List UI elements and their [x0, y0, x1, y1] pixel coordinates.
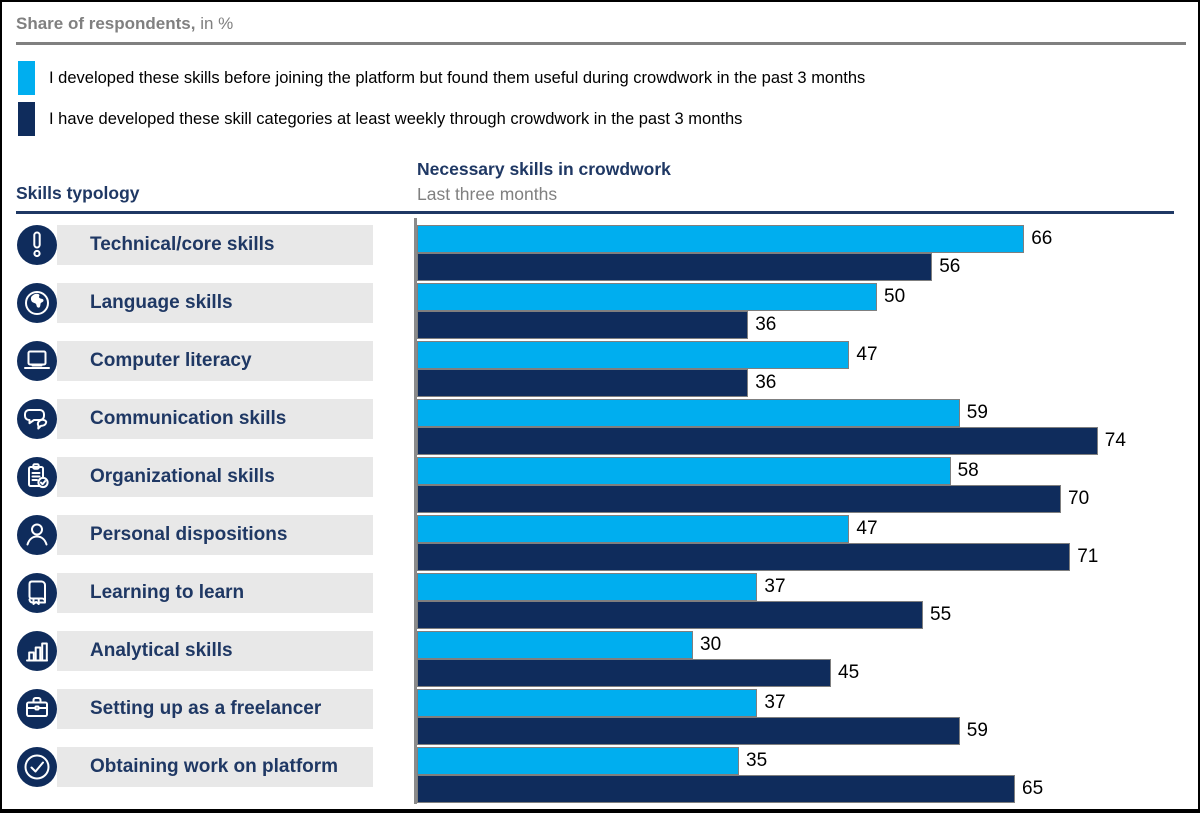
category-label: Obtaining work on platform [90, 756, 339, 777]
bar-value-label: 70 [1068, 488, 1090, 509]
category-label: Technical/core skills [90, 234, 275, 255]
bar-before-platform: 66 [417, 225, 1052, 253]
bar-value-label: 50 [884, 286, 906, 307]
bar-through-crowdwork: 74 [417, 427, 1126, 455]
table-row: Personal dispositions 47 71 [2, 513, 1198, 571]
bar-before-platform: 37 [417, 689, 786, 717]
bar-before-platform: 37 [417, 573, 786, 601]
figure-title-main: Share of respondents, [16, 14, 196, 33]
table-row: Obtaining work on platform 35 65 [2, 745, 1198, 803]
figure-title-unit: in % [195, 14, 234, 33]
bar-value-label: 37 [764, 692, 786, 713]
bar-value-label: 30 [700, 634, 722, 655]
bar-before-platform: 59 [417, 399, 988, 427]
bar-value-label: 66 [1031, 228, 1053, 249]
bar-through-crowdwork: 36 [417, 369, 776, 397]
bar-through-crowdwork: 71 [417, 543, 1098, 571]
category-label: Personal dispositions [90, 524, 288, 545]
category-label: Setting up as a freelancer [90, 698, 322, 719]
category-label-background: Setting up as a freelancer [57, 689, 373, 729]
bar-value-label: 59 [966, 720, 988, 741]
legend-swatch-light-blue [18, 61, 35, 95]
bar-value-label: 56 [939, 256, 961, 277]
table-row: Language skills 50 36 [2, 281, 1198, 339]
table-row: Setting up as a freelancer 37 59 [2, 687, 1198, 745]
category-label-background: Personal dispositions [57, 515, 373, 555]
category-label-background: Technical/core skills [57, 225, 373, 265]
laptop-icon [17, 341, 57, 381]
table-row: Computer literacy 47 36 [2, 339, 1198, 397]
bar-through-crowdwork: 45 [417, 659, 859, 687]
bar-through-crowdwork: 36 [417, 311, 776, 339]
bar-through-crowdwork: 56 [417, 253, 960, 281]
bar-before-platform: 50 [417, 283, 905, 311]
bar-value-label: 65 [1022, 778, 1044, 799]
column-header-skills-typology: Skills typology [16, 183, 140, 203]
table-row: Technical/core skills 66 56 [2, 223, 1198, 281]
legend-item-before-platform: I developed these skills before joining … [18, 61, 865, 95]
table-row: Communication skills 59 74 [2, 397, 1198, 455]
speech-bubbles-icon [17, 399, 57, 439]
bar-through-crowdwork: 59 [417, 717, 988, 745]
bar-chart-icon [17, 631, 57, 671]
category-label-background: Learning to learn [57, 573, 373, 613]
bar-before-platform: 35 [417, 747, 767, 775]
category-label: Language skills [90, 292, 233, 313]
exclamation-icon [17, 225, 57, 265]
person-icon [17, 515, 57, 555]
clipboard-check-icon [17, 457, 57, 497]
bar-value-label: 47 [856, 344, 878, 365]
table-row: Learning to learn 37 55 [2, 571, 1198, 629]
legend-label: I developed these skills before joining … [49, 68, 866, 87]
category-label-background: Computer literacy [57, 341, 373, 381]
bar-value-label: 37 [764, 576, 786, 597]
bar-before-platform: 47 [417, 515, 878, 543]
book-icon [17, 573, 57, 613]
bar-value-label: 55 [930, 604, 952, 625]
bar-value-label: 35 [746, 750, 768, 771]
category-label: Computer literacy [90, 350, 252, 371]
legend-item-through-crowdwork: I have developed these skill categories … [18, 102, 742, 136]
legend-swatch-dark-navy [18, 102, 35, 136]
bar-value-label: 36 [755, 372, 777, 393]
bar-value-label: 74 [1104, 430, 1126, 451]
bar-before-platform: 58 [417, 457, 979, 485]
title-divider [16, 42, 1186, 45]
chart-baseline-axis [414, 218, 417, 804]
table-row: Analytical skills 30 45 [2, 629, 1198, 687]
bar-value-label: 71 [1077, 546, 1099, 567]
column-subheader-period: Last three months [417, 184, 558, 204]
table-row: Organizational skills 58 70 [2, 455, 1198, 513]
category-label-background: Communication skills [57, 399, 373, 439]
briefcase-icon [17, 689, 57, 729]
bar-through-crowdwork: 70 [417, 485, 1089, 513]
bar-before-platform: 30 [417, 631, 721, 659]
bar-value-label: 47 [856, 518, 878, 539]
figure-title: Share of respondents, in % [16, 14, 233, 34]
check-circle-icon [17, 747, 57, 787]
globe-icon [17, 283, 57, 323]
chart-rows: Technical/core skills 66 56 Language ski… [2, 223, 1198, 803]
bar-value-label: 58 [957, 460, 979, 481]
bar-through-crowdwork: 55 [417, 601, 951, 629]
category-label: Analytical skills [90, 640, 233, 661]
column-header-necessary-skills: Necessary skills in crowdwork [417, 159, 671, 179]
bar-value-label: 45 [838, 662, 860, 683]
category-label: Learning to learn [90, 582, 245, 603]
category-label: Communication skills [90, 408, 287, 429]
category-label-background: Obtaining work on platform [57, 747, 373, 787]
bar-value-label: 36 [755, 314, 777, 335]
category-label: Organizational skills [90, 466, 275, 487]
category-label-background: Analytical skills [57, 631, 373, 671]
bar-through-crowdwork: 65 [417, 775, 1043, 803]
legend-label: I have developed these skill categories … [49, 109, 743, 128]
bar-value-label: 59 [966, 402, 988, 423]
bar-before-platform: 47 [417, 341, 878, 369]
header-divider [16, 211, 1174, 214]
category-label-background: Organizational skills [57, 457, 373, 497]
category-label-background: Language skills [57, 283, 373, 323]
